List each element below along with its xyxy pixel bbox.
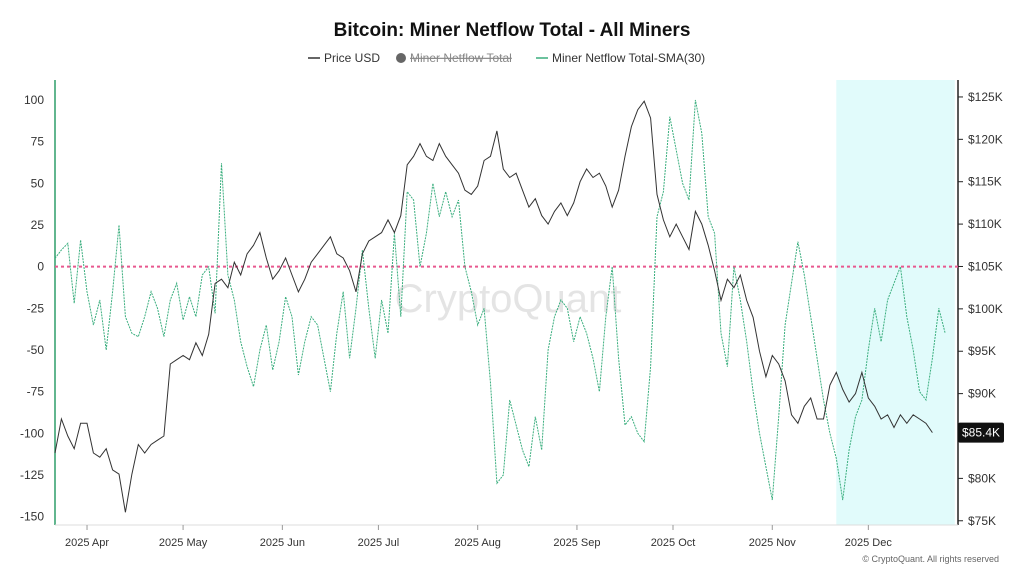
x-tick-label: 2025 Aug [454, 537, 501, 549]
left-tick-label: -125 [20, 468, 44, 482]
x-tick-label: 2025 Jun [260, 537, 305, 549]
left-tick-label: -25 [27, 301, 45, 315]
legend-item-netflow[interactable]: Miner Netflow Total [396, 51, 512, 65]
x-tick-label: 2025 Jul [358, 537, 400, 549]
left-tick-label: -150 [20, 510, 44, 524]
legend-sma-label: Miner Netflow Total-SMA(30) [552, 51, 705, 65]
left-tick-label: 50 [31, 176, 45, 190]
legend-netflow-swatch [396, 53, 406, 63]
legend-price-label: Price USD [324, 51, 380, 65]
right-tick-label: $100K [968, 302, 1003, 316]
right-tick-label: $105K [968, 259, 1003, 273]
left-tick-label: -100 [20, 426, 44, 440]
right-tick-label: $95K [968, 344, 996, 358]
current-price-label: $85.4K [962, 426, 1000, 440]
copyright: © CryptoQuant. All rights reserved [862, 554, 999, 564]
chart-title: Bitcoin: Miner Netflow Total - All Miner… [334, 20, 691, 41]
x-tick-label: 2025 Nov [749, 537, 797, 549]
legend-netflow-label: Miner Netflow Total [410, 51, 512, 65]
right-tick-label: $80K [968, 471, 996, 485]
x-tick-label: 2025 May [159, 537, 208, 549]
right-tick-label: $115K [968, 175, 1002, 189]
right-tick-label: $90K [968, 387, 996, 401]
legend-item-price[interactable]: Price USD [308, 51, 380, 65]
x-tick-label: 2025 Apr [65, 537, 109, 549]
series-line-price [54, 100, 933, 513]
current-price-badge-bg [958, 422, 1004, 443]
highlight-region [836, 80, 955, 525]
left-axis-ticks: 100 75 50 25 0 -25 -50 -75 -100 -125 -150 [20, 93, 44, 524]
left-tick-label: -50 [27, 343, 45, 357]
left-tick-label: 0 [37, 260, 44, 274]
right-tick-label: $120K [968, 132, 1003, 146]
right-tick-label: $75K [968, 514, 996, 528]
left-tick-label: -75 [27, 385, 45, 399]
left-tick-label: 75 [31, 135, 45, 149]
legend: Price USD Miner Netflow Total Miner Netf… [308, 51, 705, 65]
legend-item-sma[interactable]: Miner Netflow Total-SMA(30) [536, 51, 705, 65]
x-tick-label: 2025 Sep [553, 537, 600, 549]
right-tick-label: $125K [968, 90, 1003, 104]
current-price-badge: $85.4K [958, 422, 1004, 443]
watermark: CryptoQuant [395, 277, 622, 321]
series-line-sma30 [54, 99, 946, 501]
left-tick-label: 25 [31, 218, 45, 232]
left-tick-label: 100 [24, 93, 44, 107]
right-axis-ticks: $125K $120K $115K $110K $105K $100K $95K $90K $8… [958, 90, 1003, 528]
x-tick-label: 2025 Dec [845, 537, 893, 549]
x-axis-ticks: 2025 Apr 2025 May 2025 Jun 2025 Jul 2025 Aug… [65, 525, 892, 549]
right-tick-label: $110K [968, 217, 1002, 231]
x-tick-label: 2025 Oct [651, 537, 696, 549]
